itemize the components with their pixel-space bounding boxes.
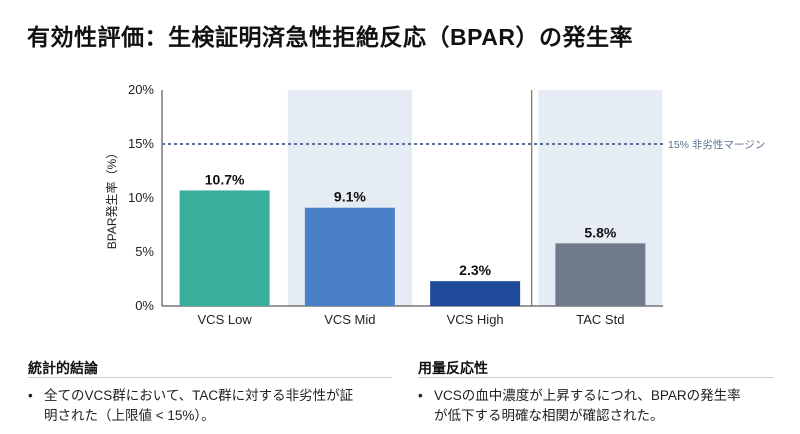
- bullet-line: VCSの血中濃度が上昇するにつれ、BPARの発生率: [434, 388, 741, 403]
- data-label: 9.1%: [334, 189, 366, 205]
- reference-line: 15% 非劣性マージン: [162, 138, 765, 151]
- section-heading-conclusion: 統計的結論: [28, 360, 98, 376]
- section-heading-dose-response: 用量反応性: [418, 360, 488, 376]
- x-tick-label: VCS Mid: [324, 312, 375, 327]
- page-title: 有効性評価：生検証明済急性拒絶反応（BPAR）の発生率: [27, 24, 633, 50]
- bullet-dose-response: • VCSの血中濃度が上昇するにつれ、BPARの発生率 が低下する明確な相関が確…: [418, 386, 794, 426]
- y-tick-label: 15%: [128, 136, 154, 151]
- y-tick-label: 20%: [128, 82, 154, 97]
- y-axis-label: BPAR発生率（%）: [104, 147, 119, 249]
- data-label: 2.3%: [459, 262, 491, 278]
- x-tick-label: VCS High: [447, 312, 504, 327]
- bullet-line: 全てのVCS群において、TAC群に対する非劣性が証: [44, 388, 354, 403]
- y-tick-label: 0%: [135, 298, 154, 313]
- data-label: 10.7%: [205, 171, 245, 187]
- bar: [555, 243, 646, 306]
- section-divider: [418, 377, 774, 378]
- bars: 10.7% VCS Low 9.1% VCS Mid 2.3% VCS High 5.8% T…: [179, 171, 646, 327]
- reference-line-label: 15% 非劣性マージン: [668, 138, 765, 151]
- y-tick-label: 10%: [128, 190, 154, 205]
- x-tick-label: TAC Std: [576, 312, 624, 327]
- bar: [179, 190, 270, 306]
- bullet-dot-icon: •: [418, 388, 423, 403]
- bar: [304, 207, 395, 306]
- bullet-line: が低下する明確な相関が確認された。: [434, 408, 664, 423]
- x-tick-label: VCS Low: [198, 312, 253, 327]
- y-tick-label: 5%: [135, 244, 154, 259]
- section-divider: [28, 377, 392, 378]
- bullet-conclusion: • 全てのVCS群において、TAC群に対する非劣性が証 明された（上限値 < 1…: [28, 386, 404, 426]
- bullet-dot-icon: •: [28, 388, 33, 403]
- bar-chart: 0% 5% 10% 15% 20% 10.7% VCS Low 9.1% VCS Mid 2.3…: [104, 82, 765, 327]
- bullet-line: 明された（上限値 < 15%）。: [44, 408, 215, 423]
- data-label: 5.8%: [584, 224, 616, 240]
- bar: [430, 281, 521, 306]
